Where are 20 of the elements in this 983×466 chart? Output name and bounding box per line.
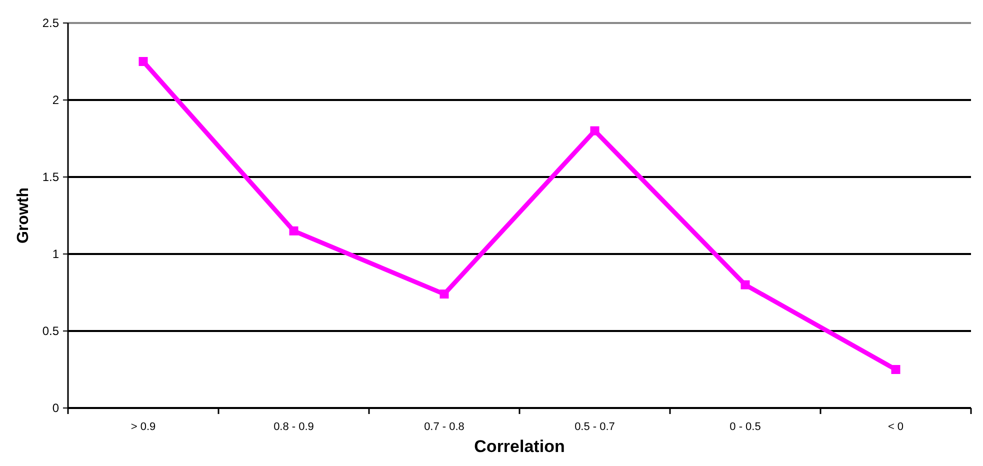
y-tick-label: 0 xyxy=(52,401,60,416)
x-tick-label: 0 - 0.5 xyxy=(730,421,761,433)
x-tick-label: > 0.9 xyxy=(130,421,156,433)
point xyxy=(440,290,449,299)
x-axis-title: Correlation xyxy=(474,437,565,456)
point xyxy=(590,126,600,136)
y-tick-label: 0.5 xyxy=(42,324,60,338)
y-tick-label: 2.5 xyxy=(42,16,60,30)
point xyxy=(138,57,148,66)
y-tick-label: 1 xyxy=(52,247,60,262)
x-tick-label: 0.8 - 0.9 xyxy=(274,421,314,433)
y-axis-title: Growth xyxy=(15,188,32,244)
point xyxy=(289,226,298,236)
y-tick-label: 1.5 xyxy=(42,170,60,184)
y-tick-label: 2 xyxy=(52,93,60,108)
point xyxy=(740,280,750,290)
x-tick-label: 0.5 - 0.7 xyxy=(574,421,615,433)
x-tick-label: < 0 xyxy=(888,421,904,433)
x-tick-label: 0.7 - 0.8 xyxy=(424,421,464,433)
point xyxy=(891,365,900,374)
